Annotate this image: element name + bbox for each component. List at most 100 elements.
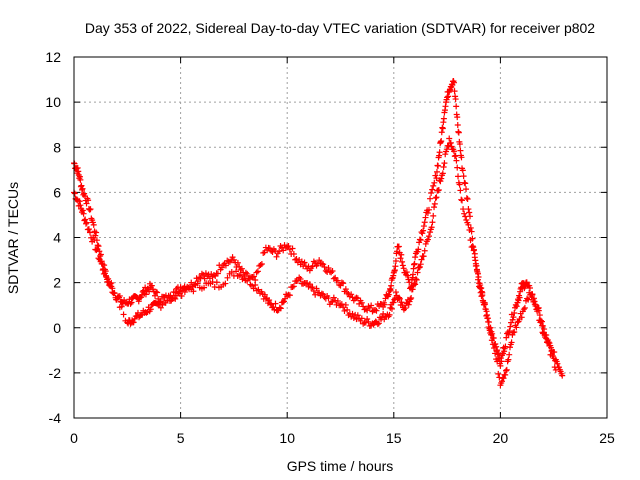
data-point: [500, 375, 507, 382]
data-point: [237, 271, 244, 278]
data-point: [462, 213, 469, 220]
data-point: [529, 291, 536, 298]
data-point: [289, 245, 296, 252]
data-point: [266, 245, 273, 252]
data-point: [108, 280, 115, 287]
data-point: [463, 195, 470, 202]
data-point: [334, 277, 341, 284]
data-point: [518, 314, 525, 321]
data-point: [374, 321, 381, 328]
x-tick-label: 0: [70, 430, 78, 446]
data-point: [455, 129, 462, 136]
data-point: [397, 255, 404, 262]
data-point: [157, 298, 164, 305]
data-point: [468, 244, 475, 251]
data-point: [177, 284, 184, 291]
data-point: [421, 219, 428, 226]
data-point: [437, 178, 444, 185]
data-point: [321, 264, 328, 271]
data-point: [422, 240, 429, 247]
data-point: [440, 115, 447, 122]
data-point: [443, 146, 450, 153]
data-point: [511, 309, 518, 316]
data-point: [425, 233, 432, 240]
data-point: [479, 292, 486, 299]
data-point: [506, 327, 513, 334]
data-point: [451, 153, 458, 160]
data-point: [86, 229, 93, 236]
x-tick-label: 15: [386, 430, 402, 446]
data-point: [279, 299, 286, 306]
data-point: [392, 258, 399, 265]
data-point: [306, 281, 313, 288]
data-point: [420, 253, 427, 260]
data-point: [344, 289, 351, 296]
data-point: [342, 286, 349, 293]
data-point: [447, 139, 454, 146]
data-point: [439, 125, 446, 132]
data-point: [348, 291, 355, 298]
data-point: [472, 260, 479, 267]
data-point: [147, 306, 154, 313]
data-point: [526, 284, 533, 291]
data-point: [514, 319, 521, 326]
data-point: [338, 279, 345, 286]
data-point: [233, 268, 240, 275]
data-point: [409, 286, 416, 293]
plot-frame: [73, 56, 608, 419]
data-point: [436, 149, 443, 156]
data-point: [559, 372, 566, 379]
data-point: [508, 339, 515, 346]
data-point: [126, 296, 133, 303]
data-point: [285, 243, 292, 250]
data-point: [332, 274, 339, 281]
data-point: [381, 301, 388, 308]
data-point: [502, 367, 509, 374]
data-point: [408, 295, 415, 302]
data-point: [509, 316, 516, 323]
data-point: [506, 351, 513, 358]
x-tick-label: 20: [493, 430, 509, 446]
data-point: [325, 265, 332, 272]
data-point: [284, 292, 291, 299]
data-point: [87, 206, 94, 213]
data-point: [220, 261, 227, 268]
data-point: [516, 294, 523, 301]
data-point: [143, 309, 150, 316]
data-point: [545, 340, 552, 347]
data-point: [485, 319, 492, 326]
data-point: [109, 285, 116, 292]
data-point: [80, 210, 87, 217]
data-point: [277, 305, 284, 312]
data-point: [429, 219, 436, 226]
data-point: [513, 324, 520, 331]
data-point: [435, 187, 442, 194]
data-point: [82, 216, 89, 223]
data-point: [386, 311, 393, 318]
x-tick-label: 25: [599, 430, 615, 446]
data-point: [459, 197, 466, 204]
data-point: [329, 298, 336, 305]
data-point: [409, 271, 416, 278]
data-point: [135, 298, 142, 305]
data-point: [456, 181, 463, 188]
data-point: [478, 293, 485, 300]
data-point: [244, 270, 251, 277]
data-point: [267, 300, 274, 307]
x-tick-label: 10: [279, 430, 295, 446]
data-point: [341, 307, 348, 314]
data-point: [431, 200, 438, 207]
data-point: [320, 291, 327, 298]
data-point: [98, 260, 105, 267]
data-point: [196, 274, 203, 281]
data-point: [252, 277, 259, 284]
data-point: [473, 267, 480, 274]
data-point: [388, 305, 395, 312]
data-point: [284, 243, 291, 250]
data-point: [286, 292, 293, 299]
data-point: [460, 206, 467, 213]
data-point: [462, 180, 469, 187]
data-point: [157, 304, 164, 311]
data-point: [463, 216, 470, 223]
data-point: [425, 206, 432, 213]
